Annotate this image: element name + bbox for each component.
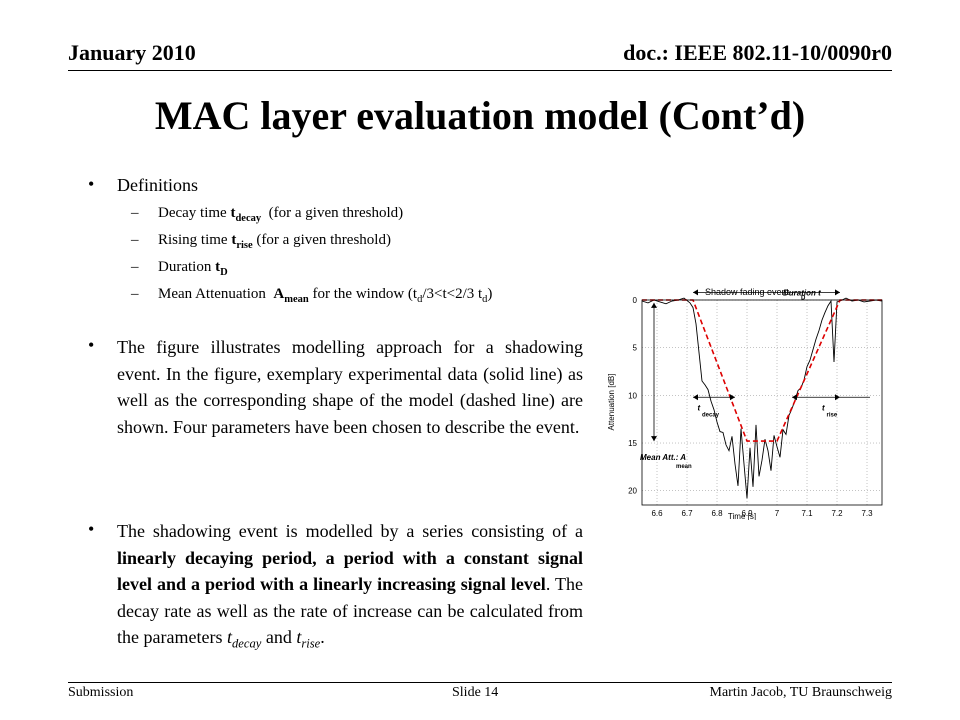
mean-att-subscript: mean [676, 464, 692, 470]
decay-arrowhead [730, 394, 735, 401]
page-title: MAC layer evaluation model (Cont’d) [154, 93, 806, 138]
definition-decay: Decay time tdecay (for a given threshold… [158, 205, 404, 224]
y-tick-label: 0 [633, 296, 638, 305]
rise-arrowhead [792, 394, 797, 401]
decay-subscript: decay [702, 412, 720, 418]
chart-plot-bg [642, 300, 882, 505]
duration-subscript: D [801, 295, 806, 301]
model-description: The shadowing event is modelled by a ser… [117, 521, 583, 651]
footer-submission: Submission [68, 685, 134, 700]
duration-label: Duration t [783, 288, 821, 297]
duration-arrowhead [835, 289, 840, 296]
chart-xlabel: Time [s] [728, 512, 756, 520]
mean-att-arrowhead [651, 436, 657, 442]
bullet-dot: • [88, 519, 95, 539]
x-tick-label: 7 [775, 509, 780, 518]
figure-description: The figure illustrates modelling approac… [117, 337, 583, 437]
header-date: January 2010 [68, 40, 196, 65]
sub-dash: – [131, 232, 139, 248]
chart-frame [641, 299, 883, 506]
definitions-heading: Definitions [117, 175, 198, 195]
header-rule [68, 70, 892, 71]
footer-slide-number: Slide 14 [452, 685, 499, 700]
shadow-fading-chart: Shadow fading event 6.6 6.7 6.8 6.9 7 7.1 7.2 7… [592, 280, 892, 521]
x-tick-label: 6.7 [681, 509, 693, 518]
mean-att-label: Mean Att.: A [640, 453, 686, 462]
footer-author: Martin Jacob, TU Braunschweig [709, 685, 892, 700]
y-tick-label: 10 [628, 391, 637, 400]
x-tick-label: 6.8 [711, 509, 723, 518]
rise-arrowhead [835, 394, 840, 401]
x-tick-label: 7.2 [831, 509, 843, 518]
definition-mean-attenuation: Mean Attenuation Amean for the window (t… [158, 286, 493, 305]
duration-arrowhead [693, 289, 698, 296]
rise-label: t [822, 404, 825, 413]
definition-rise: Rising time trise (for a given threshold… [158, 232, 391, 251]
y-tick-label: 20 [628, 487, 637, 496]
bullet-dot: • [88, 335, 95, 355]
chart-ylabel: Attenuation [dB] [607, 374, 616, 431]
footer-rule [68, 682, 892, 683]
y-tick-label: 15 [628, 439, 637, 448]
bullet-dot: • [88, 174, 95, 194]
decay-arrowhead [693, 394, 698, 401]
rise-subscript: rise [827, 412, 838, 418]
definition-duration: Duration tD [158, 259, 228, 278]
decay-label: t [698, 404, 701, 413]
chart-svg: Shadow fading event 6.6 6.7 6.8 6.9 7 7.1 7.2 7… [607, 287, 883, 521]
measured-data-line [641, 297, 883, 499]
sub-dash: – [131, 286, 139, 302]
mean-att-arrowhead [651, 302, 657, 308]
sub-dash: – [131, 205, 139, 221]
x-tick-label: 7.1 [801, 509, 813, 518]
x-tick-label: 6.6 [651, 509, 663, 518]
x-tick-label: 6.9 [741, 509, 753, 518]
header-doc-id: doc.: IEEE 802.11-10/0090r0 [623, 40, 892, 65]
chart-ticks: 6.6 6.7 6.8 6.9 7 7.1 7.2 7.3 0 5 10 15 20 [628, 296, 873, 518]
sub-dash: – [131, 259, 139, 275]
x-tick-label: 7.3 [861, 509, 873, 518]
y-tick-label: 5 [633, 344, 638, 353]
